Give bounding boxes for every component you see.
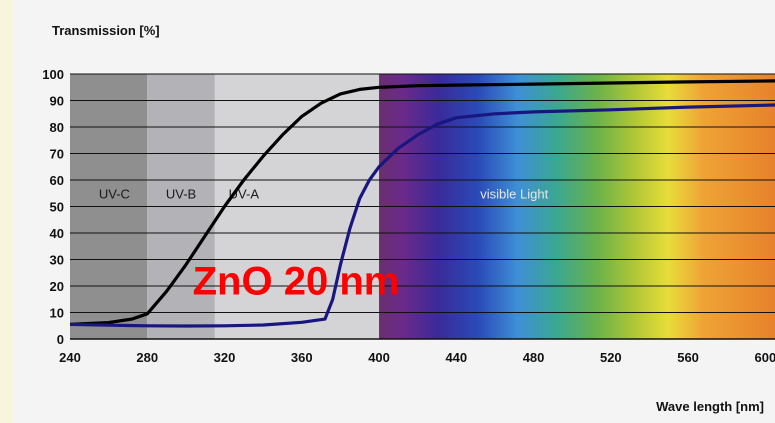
transmission-chart: UV-C UV-B UV-A visible Light 240 280 320 360 40… — [42, 23, 775, 414]
y-tick-label-20: 20 — [50, 279, 64, 294]
y-tick-label-70: 70 — [50, 147, 64, 162]
x-tick-label-240: 240 — [59, 350, 81, 365]
annotation-label-0: ZnO 20 nm — [193, 260, 400, 304]
x-tick-label-560: 560 — [677, 350, 699, 365]
y-tick-label-100: 100 — [42, 67, 64, 82]
region-label-0: UV-C — [99, 186, 130, 201]
x-tick-label-320: 320 — [214, 350, 236, 365]
y-tick-label-10: 10 — [50, 306, 64, 321]
y-tick-label-0: 0 — [57, 332, 64, 347]
x-axis-title: Wave length [nm] — [656, 399, 764, 414]
series-line-1 — [70, 103, 775, 328]
x-tick-label-440: 440 — [445, 350, 467, 365]
region-label-3: visible Light — [480, 186, 548, 201]
x-tick-label-360: 360 — [291, 350, 313, 365]
y-tick-label-60: 60 — [50, 173, 64, 188]
region-label-1: UV-B — [166, 186, 196, 201]
y-tick-label-30: 30 — [50, 253, 64, 268]
x-tick-label-520: 520 — [600, 350, 622, 365]
chart-panel: UV-C UV-B UV-A visible Light 240 280 320 360 40… — [14, 0, 775, 423]
y-tick-label-80: 80 — [50, 120, 64, 135]
x-tick-label-600: 600 — [754, 350, 775, 365]
x-tick-label-480: 480 — [523, 350, 545, 365]
y-tick-label-50: 50 — [50, 200, 64, 215]
series-line-0 — [70, 79, 775, 326]
y-axis-title: Transmission [%] — [52, 23, 160, 38]
y-tick-label-40: 40 — [50, 226, 64, 241]
x-tick-label-400: 400 — [368, 350, 390, 365]
x-tick-label-280: 280 — [136, 350, 158, 365]
y-tick-label-90: 90 — [50, 94, 64, 109]
